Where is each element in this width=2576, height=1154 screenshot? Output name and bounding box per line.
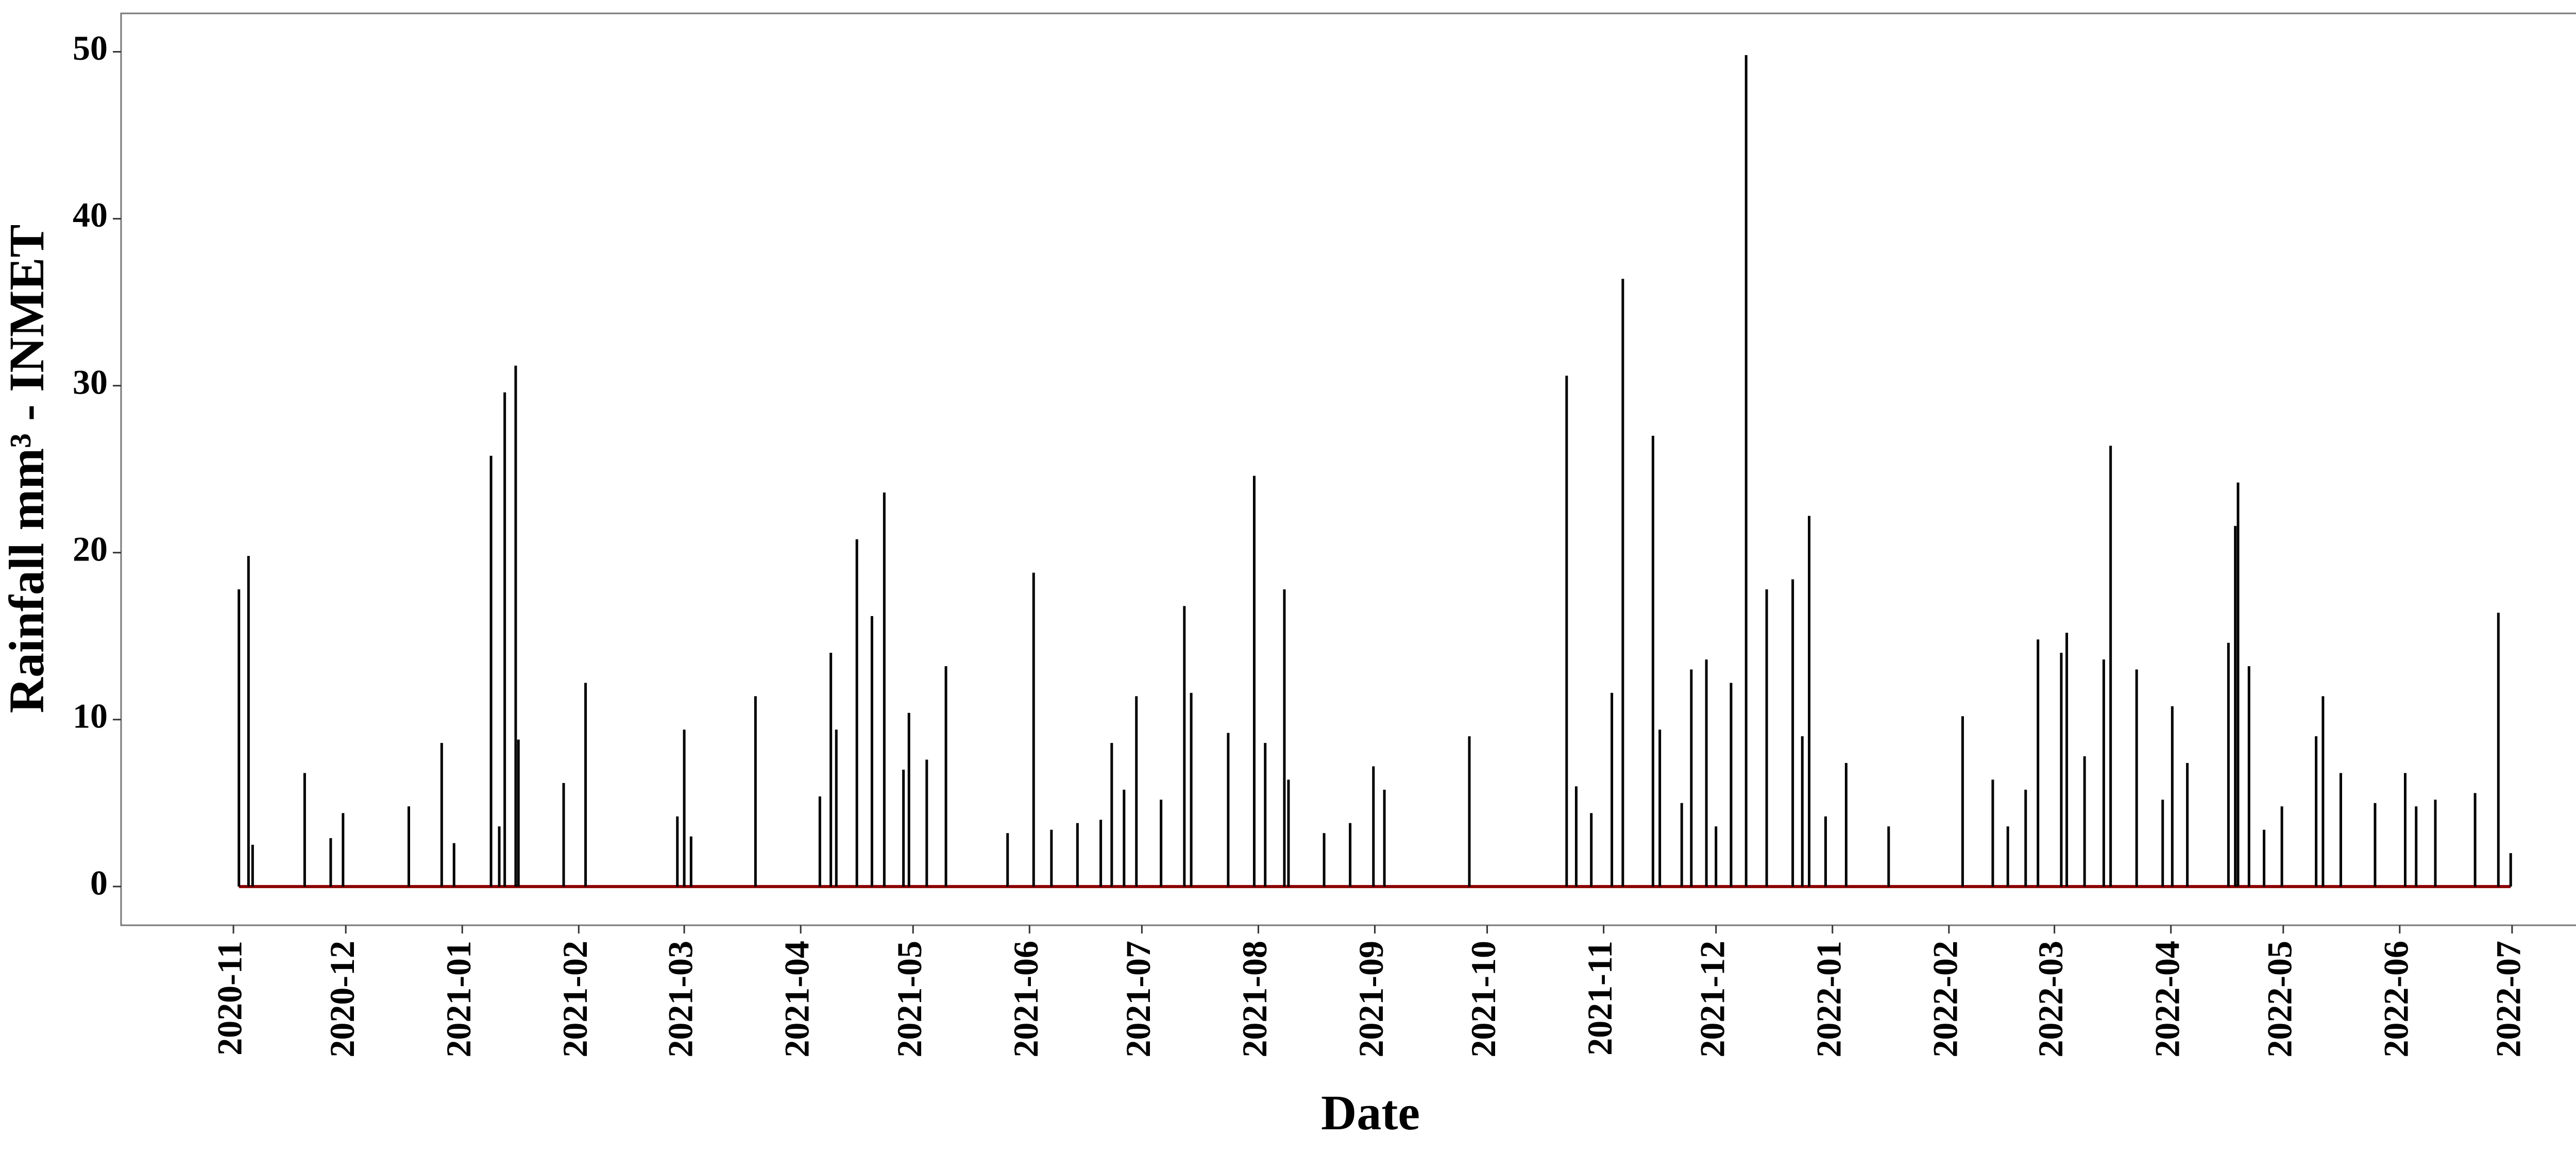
x-tick-label: 2021-11: [1580, 941, 1619, 1056]
x-tick-label: 2021-07: [1118, 941, 1158, 1058]
x-tick-label: 2022-02: [1925, 941, 1964, 1058]
x-tick-label: 2021-03: [661, 941, 700, 1058]
y-axis-title: Rainfall mm³ - INMET: [0, 225, 54, 714]
x-tick-label: 2021-04: [777, 941, 817, 1058]
x-tick-label: 2021-05: [890, 941, 929, 1058]
x-tick-label: 2021-08: [1235, 941, 1274, 1058]
x-tick-label: 2021-09: [1351, 941, 1391, 1058]
x-tick-label: 2022-05: [2260, 941, 2299, 1058]
y-tick-label: 50: [73, 28, 108, 67]
x-tick-label: 2021-01: [439, 941, 478, 1058]
x-tick-label: 2021-10: [1464, 941, 1503, 1058]
y-tick-label: 40: [73, 195, 108, 234]
y-tick-label: 20: [73, 529, 108, 568]
x-tick-label: 2022-07: [2489, 941, 2528, 1058]
x-axis-title: Date: [1321, 1085, 1420, 1140]
x-tick-label: 2022-01: [1809, 941, 1848, 1058]
x-tick-label: 2021-12: [1692, 941, 1732, 1058]
x-tick-label: 2020-11: [210, 941, 249, 1056]
x-tick-label: 2022-03: [2031, 941, 2070, 1058]
x-tick-label: 2021-06: [1006, 941, 1045, 1058]
y-tick-label: 0: [90, 863, 108, 902]
x-tick-label: 2020-12: [323, 941, 362, 1058]
x-tick-label: 2021-02: [555, 941, 595, 1058]
y-tick-label: 30: [73, 362, 108, 401]
x-tick-label: 2022-06: [2376, 941, 2415, 1058]
plot-frame: [120, 12, 2576, 926]
y-tick-label: 10: [73, 696, 108, 735]
x-tick-label: 2022-04: [2147, 941, 2187, 1058]
